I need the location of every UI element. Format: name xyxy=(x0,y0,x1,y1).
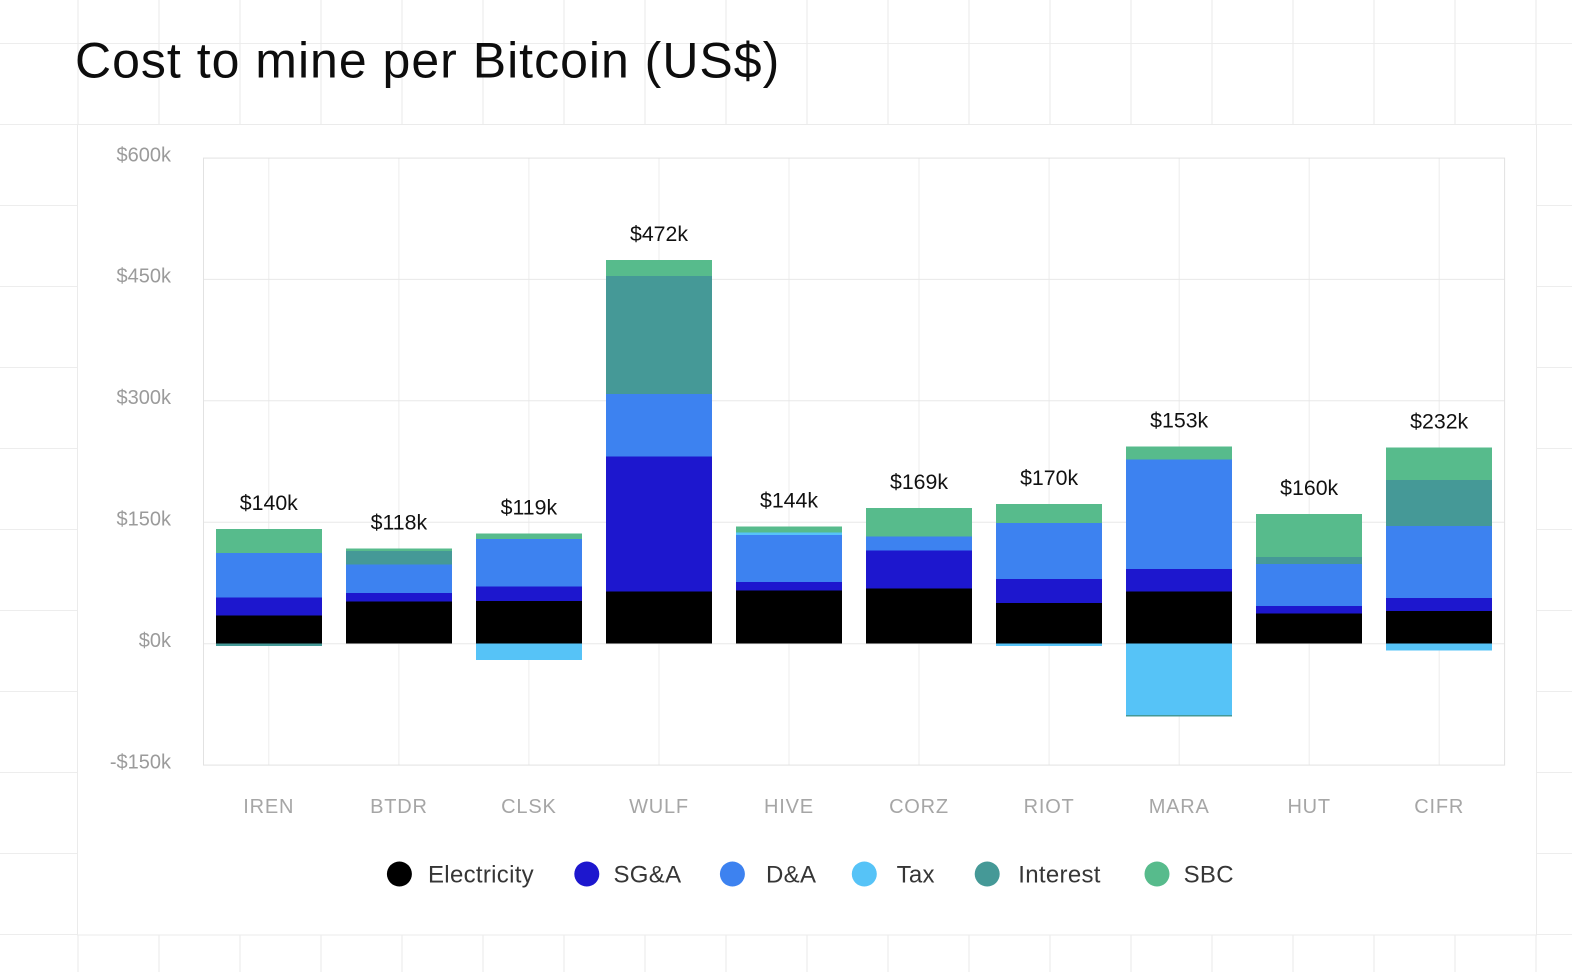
svg-text:$150k: $150k xyxy=(117,509,172,531)
svg-text:SBC: SBC xyxy=(1184,862,1234,889)
svg-text:$144k: $144k xyxy=(760,488,818,512)
svg-text:$169k: $169k xyxy=(890,470,948,494)
svg-text:Interest: Interest xyxy=(1018,862,1100,889)
svg-text:CORZ: CORZ xyxy=(889,796,949,818)
svg-text:-$150k: -$150k xyxy=(110,751,172,773)
svg-text:CLSK: CLSK xyxy=(501,796,556,818)
svg-text:$160k: $160k xyxy=(1280,476,1338,500)
svg-text:HIVE: HIVE xyxy=(764,796,814,818)
svg-text:Cost to mine per Bitcoin (US$): Cost to mine per Bitcoin (US$) xyxy=(75,33,780,89)
svg-text:$0k: $0k xyxy=(139,630,172,652)
svg-text:BTDR: BTDR xyxy=(370,796,428,818)
svg-text:IREN: IREN xyxy=(243,796,294,818)
svg-text:$472k: $472k xyxy=(630,222,688,246)
svg-text:$600k: $600k xyxy=(117,144,172,166)
svg-text:D&A: D&A xyxy=(766,862,816,889)
svg-text:RIOT: RIOT xyxy=(1024,796,1075,818)
svg-text:$300k: $300k xyxy=(117,387,172,409)
svg-text:Tax: Tax xyxy=(897,862,935,889)
svg-text:$118k: $118k xyxy=(371,511,428,535)
svg-text:$232k: $232k xyxy=(1410,409,1468,433)
svg-text:SG&A: SG&A xyxy=(614,862,682,889)
svg-text:HUT: HUT xyxy=(1287,796,1331,818)
svg-text:CIFR: CIFR xyxy=(1414,796,1464,818)
svg-text:$153k: $153k xyxy=(1150,408,1208,432)
svg-text:MARA: MARA xyxy=(1149,796,1210,818)
svg-text:$119k: $119k xyxy=(501,496,558,520)
svg-text:WULF: WULF xyxy=(629,796,689,818)
svg-text:Electricity: Electricity xyxy=(428,862,534,889)
svg-text:$450k: $450k xyxy=(117,266,172,288)
svg-text:$140k: $140k xyxy=(240,491,298,515)
svg-text:$170k: $170k xyxy=(1020,466,1078,490)
